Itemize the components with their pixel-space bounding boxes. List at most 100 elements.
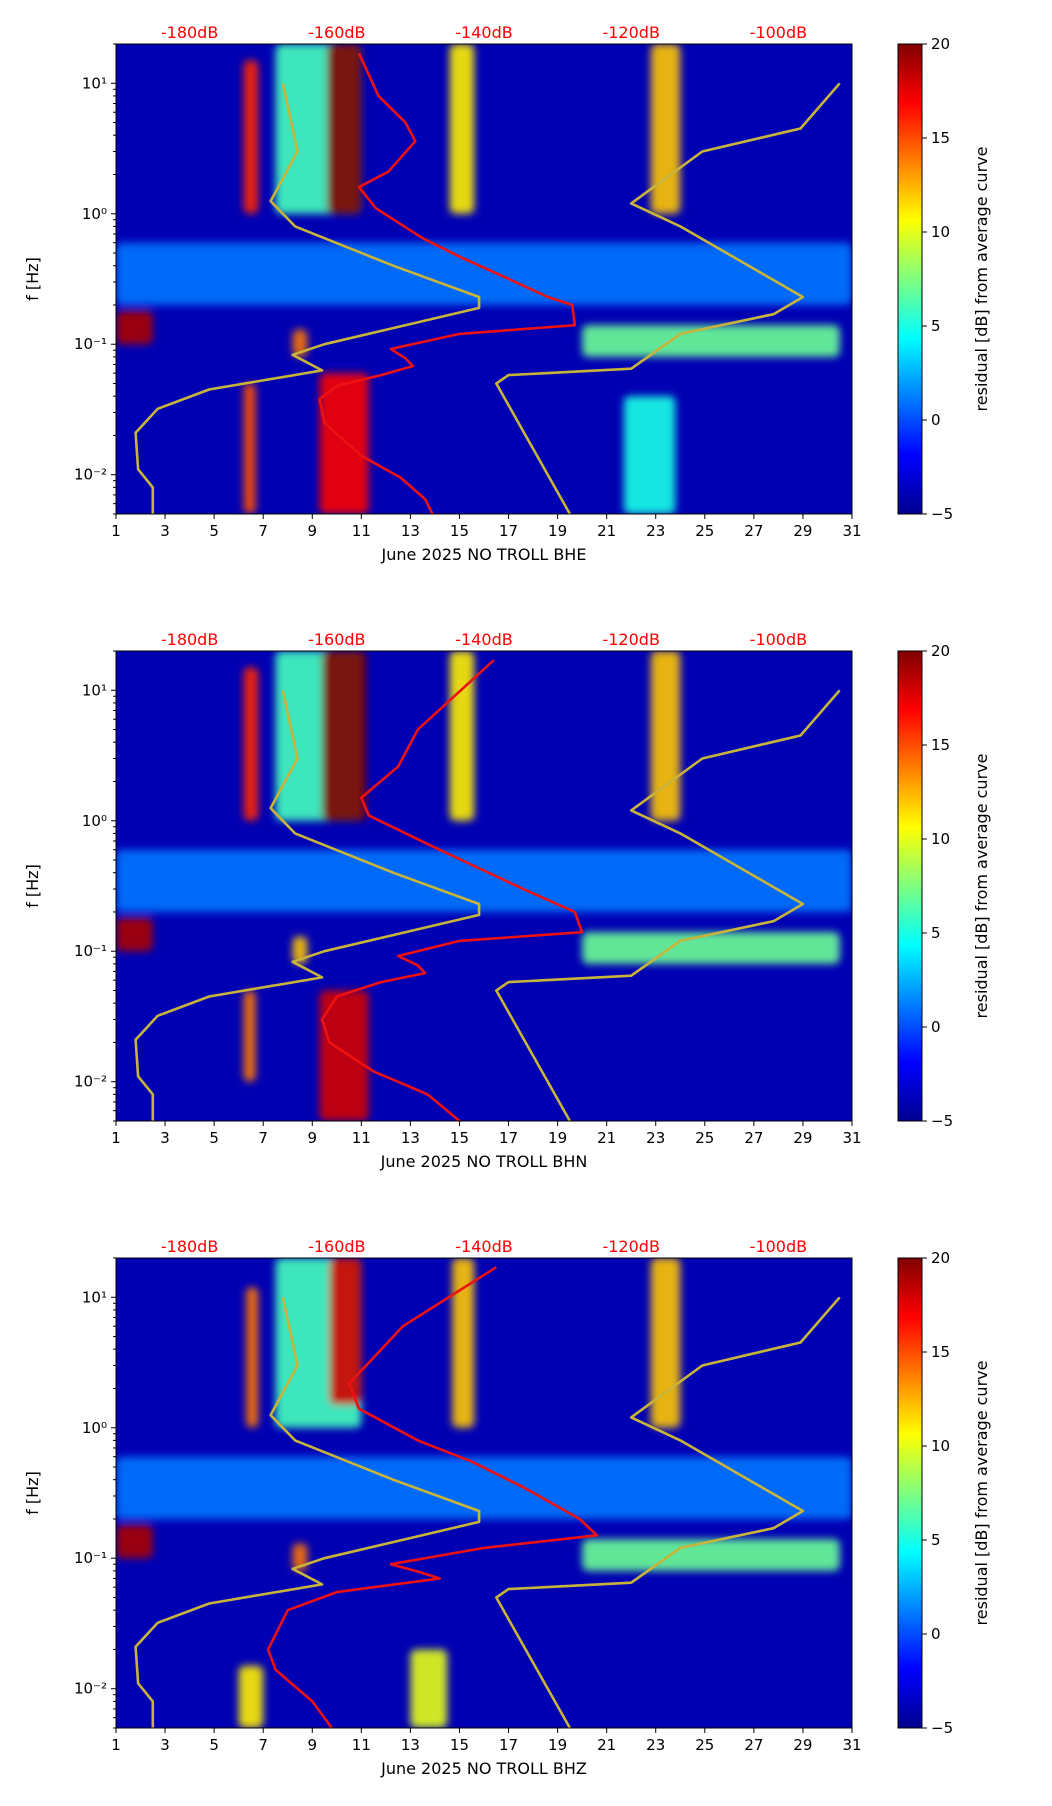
db-scale-label: -120dB [602,630,659,649]
x-tick-label: 17 [499,1129,518,1147]
x-tick-label: 9 [307,1736,317,1754]
heatmap-hotspot [452,1258,475,1428]
x-tick-label: 15 [450,1129,469,1147]
x-axis-label: June 2025 NO TROLL BHN [380,1152,588,1171]
x-tick-label: 31 [842,522,861,540]
x-tick-label: 7 [258,1736,268,1754]
heatmap-hotspot [116,310,153,345]
heatmap-hotspot [582,932,840,964]
x-tick-label: 5 [209,1736,219,1754]
yellow-reference-curve-low [134,1297,481,1728]
heatmap-hotspot [243,60,259,214]
x-tick-label: 1 [111,1736,121,1754]
x-tick-label: 23 [646,522,665,540]
red-median-curve [318,52,577,514]
x-tick-label: 9 [307,522,317,540]
colorbar-tick-label: 15 [931,736,950,754]
colorbar-tick-label: 15 [931,129,950,147]
y-tick-label: 10⁻² [74,1680,107,1698]
heatmap-hotspot [116,242,852,305]
x-tick-label: 11 [352,522,371,540]
panel-bhe: 1 3 5 7 9 11 13 15 17 19 21 23 25 27 29 3110⁻²10⁻¹10⁰10… [23,23,991,564]
y-tick-label: 10¹ [82,1288,107,1306]
heatmap-hotspot [410,1649,448,1728]
x-tick-label: 17 [499,522,518,540]
colorbar-tick-label: −5 [931,1112,953,1130]
x-tick-label: 15 [450,522,469,540]
colorbar-tick-label: 0 [931,1625,941,1643]
x-tick-label: 27 [744,1736,763,1754]
colorbar-tick-label: 20 [931,642,950,660]
x-tick-label: 19 [548,522,567,540]
yellow-reference-curve-low [134,83,481,514]
heatmap-hotspot [650,651,681,821]
y-axis-label: f [Hz] [23,1471,42,1515]
heatmap-hotspot [319,990,369,1121]
panel-bhn: 1 3 5 7 9 11 13 15 17 19 21 23 25 27 29 3110⁻²10⁻¹10⁰10… [23,630,991,1171]
x-tick-label: 5 [209,1129,219,1147]
colorbar-tick-label: 5 [931,1531,941,1549]
y-axis-label: f [Hz] [23,864,42,908]
db-scale-label: -140dB [455,1237,512,1256]
x-tick-label: 23 [646,1736,665,1754]
colorbar-tick-label: 10 [931,1437,950,1455]
colorbar-tick-label: 15 [931,1343,950,1361]
colorbar-tick-label: 5 [931,317,941,335]
x-tick-label: 21 [597,1129,616,1147]
colorbar-gradient [897,43,923,515]
heatmap-hotspot [116,1524,153,1559]
x-tick-label: 29 [793,1736,812,1754]
colorbar-tick-label: 0 [931,411,941,429]
plot-frame [115,650,853,1122]
y-tick-label: 10⁻² [74,466,107,484]
colorbar-tick-label: 20 [931,1249,950,1267]
colorbar: −5 0 5 10 15 20 residual [dB] from average cur… [897,642,991,1130]
y-tick-label: 10⁰ [82,812,107,830]
db-scale-label: -120dB [602,1237,659,1256]
heatmap-hotspot [116,1456,852,1519]
db-scale-label: -180dB [161,1237,218,1256]
colorbar-gradient [897,650,923,1122]
plot-frame [115,1257,853,1729]
y-tick-label: 10⁰ [82,205,107,223]
x-tick-label: 1 [111,522,121,540]
yellow-reference-curve-high [494,82,841,514]
y-tick-label: 10⁰ [82,1419,107,1437]
x-tick-label: 17 [499,1736,518,1754]
x-tick-label: 1 [111,1129,121,1147]
heatmap-bhn [116,651,852,1121]
yellow-reference-curve-low [134,690,481,1121]
yellow-reference-curve-high [494,689,841,1121]
heatmap-hotspot [449,44,475,214]
x-tick-label: 13 [401,522,420,540]
x-tick-label: 5 [209,522,219,540]
db-scale-label: -100dB [750,1237,807,1256]
x-tick-label: 13 [401,1129,420,1147]
colorbar-tick-label: 5 [931,924,941,942]
x-tick-label: 25 [695,1129,714,1147]
x-axis-label: June 2025 NO TROLL BHZ [380,1759,587,1778]
x-tick-label: 23 [646,1129,665,1147]
y-tick-label: 10⁻¹ [74,942,107,960]
x-tick-label: 21 [597,522,616,540]
db-scale-label: -100dB [750,630,807,649]
y-tick-label: 10⁻¹ [74,1549,107,1567]
colorbar-label: residual [dB] from average curve [972,147,991,412]
x-tick-label: 21 [597,1736,616,1754]
colorbar-tick-label: 10 [931,223,950,241]
colorbar-tick-label: −5 [931,505,953,523]
y-tick-label: 10⁻¹ [74,335,107,353]
heatmap-hotspot [329,1258,362,1405]
colorbar-tick-label: 20 [931,35,950,53]
x-tick-label: 13 [401,1736,420,1754]
x-tick-label: 27 [744,1129,763,1147]
db-scale-label: -140dB [455,23,512,42]
heatmap-hotspot [243,383,256,514]
heatmap-hotspot [243,990,256,1082]
panel-bhz: 1 3 5 7 9 11 13 15 17 19 21 23 25 27 29 3110⁻²10⁻¹10⁰10… [23,1237,991,1778]
heatmap-hotspot [243,667,259,821]
heatmap-hotspot [238,1665,264,1728]
x-tick-label: 9 [307,1129,317,1147]
db-scale-label: -100dB [750,23,807,42]
db-scale-label: -140dB [455,630,512,649]
